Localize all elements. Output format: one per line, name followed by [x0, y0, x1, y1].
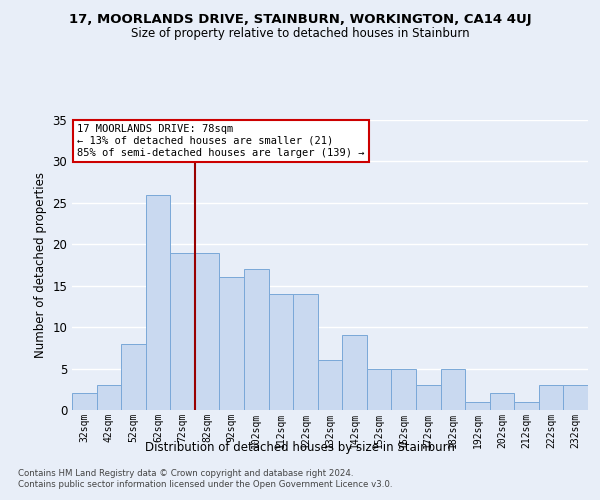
- Bar: [220, 278, 244, 410]
- Text: Distribution of detached houses by size in Stainburn: Distribution of detached houses by size …: [145, 441, 455, 454]
- Text: 17, MOORLANDS DRIVE, STAINBURN, WORKINGTON, CA14 4UJ: 17, MOORLANDS DRIVE, STAINBURN, WORKINGT…: [68, 12, 532, 26]
- Bar: [318, 360, 342, 410]
- Bar: [269, 294, 293, 410]
- Bar: [97, 385, 121, 410]
- Text: 17 MOORLANDS DRIVE: 78sqm
← 13% of detached houses are smaller (21)
85% of semi-: 17 MOORLANDS DRIVE: 78sqm ← 13% of detac…: [77, 124, 365, 158]
- Bar: [367, 368, 391, 410]
- Bar: [244, 269, 269, 410]
- Bar: [121, 344, 146, 410]
- Bar: [514, 402, 539, 410]
- Bar: [563, 385, 588, 410]
- Bar: [195, 252, 220, 410]
- Bar: [465, 402, 490, 410]
- Bar: [539, 385, 563, 410]
- Bar: [342, 336, 367, 410]
- Bar: [416, 385, 440, 410]
- Bar: [490, 394, 514, 410]
- Bar: [146, 194, 170, 410]
- Bar: [72, 394, 97, 410]
- Y-axis label: Number of detached properties: Number of detached properties: [34, 172, 47, 358]
- Text: Contains HM Land Registry data © Crown copyright and database right 2024.: Contains HM Land Registry data © Crown c…: [18, 468, 353, 477]
- Bar: [293, 294, 318, 410]
- Text: Size of property relative to detached houses in Stainburn: Size of property relative to detached ho…: [131, 28, 469, 40]
- Text: Contains public sector information licensed under the Open Government Licence v3: Contains public sector information licen…: [18, 480, 392, 489]
- Bar: [170, 252, 195, 410]
- Bar: [440, 368, 465, 410]
- Bar: [391, 368, 416, 410]
